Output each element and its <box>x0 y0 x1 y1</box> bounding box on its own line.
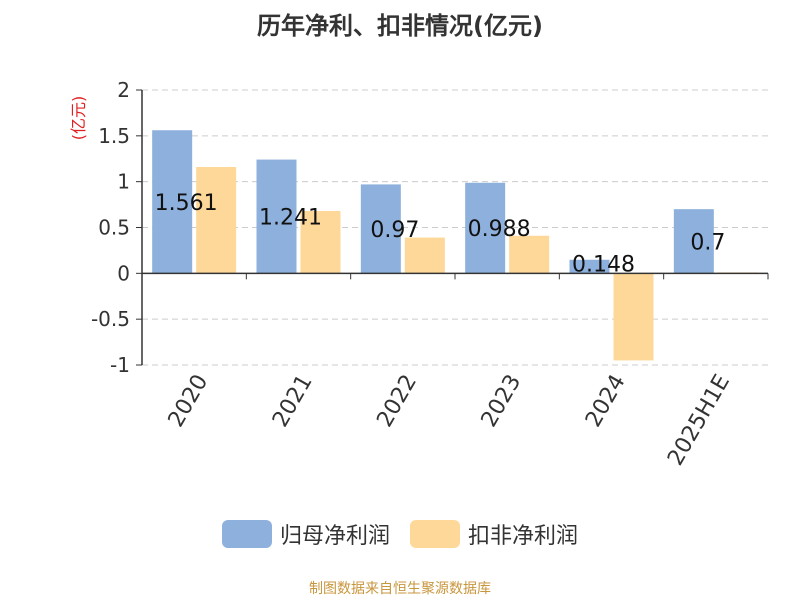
data-label: 1.241 <box>259 205 322 230</box>
grid-lines <box>142 89 768 366</box>
bar-series-1 <box>256 159 297 274</box>
y-tick-label: -0.5 <box>91 307 130 331</box>
bar-series-1 <box>152 130 193 274</box>
y-tick-label: 1 <box>117 170 130 194</box>
bar-series-2 <box>196 167 237 274</box>
x-tick-label: 2025H1E <box>663 371 735 470</box>
data-label: 1.561 <box>155 191 218 216</box>
legend-label-series-1: 归母净利润 <box>279 524 390 549</box>
bar-series-2 <box>300 211 341 274</box>
data-labels: 1.561 1.241 0.97 0.988 0.148 0.7 <box>155 191 726 278</box>
bar-series-2 <box>509 235 550 274</box>
data-label: 0.148 <box>572 252 635 277</box>
y-tick-label: -1 <box>110 353 130 377</box>
axes: 2 1.5 1 0.5 0 -0.5 -1 2020 2021 2022 2023 2024 2025H… <box>91 78 769 470</box>
data-label: 0.988 <box>468 217 531 242</box>
legend: 归母净利润 扣非净利润 <box>0 518 800 550</box>
y-tick-label: 0.5 <box>98 216 130 240</box>
bars <box>152 130 758 361</box>
bar-series-1 <box>360 184 401 274</box>
bar-series-1 <box>569 259 610 274</box>
x-tick-label: 2022 <box>372 371 422 432</box>
x-tick-label: 2023 <box>477 371 527 432</box>
bar-series-2 <box>404 237 445 274</box>
chart-title: 历年净利、扣非情况(亿元) <box>257 12 543 40</box>
data-label: 0.7 <box>690 230 725 255</box>
y-tick-label: 2 <box>117 78 130 102</box>
legend-label-series-2: 扣非净利润 <box>468 524 579 549</box>
y-tick-label: 0 <box>117 261 130 285</box>
y-tick-label: 1.5 <box>98 124 130 148</box>
x-tick-label: 2024 <box>581 371 631 432</box>
bar-series-2 <box>613 273 654 361</box>
legend-item-series-1[interactable]: 归母净利润 <box>221 518 390 550</box>
legend-swatch-series-2 <box>410 520 460 548</box>
legend-swatch-series-1 <box>221 520 272 548</box>
x-tick-label: 2021 <box>268 371 318 432</box>
legend-item-series-2[interactable]: 扣非净利润 <box>410 518 578 550</box>
bar-series-1 <box>673 209 714 274</box>
bar-series-1 <box>465 182 506 274</box>
data-source-note: 制图数据来自恒生聚源数据库 <box>309 581 491 597</box>
y-axis-label: (亿元) <box>69 96 88 141</box>
x-tick-label: 2020 <box>164 371 214 432</box>
data-label: 0.97 <box>370 218 419 243</box>
